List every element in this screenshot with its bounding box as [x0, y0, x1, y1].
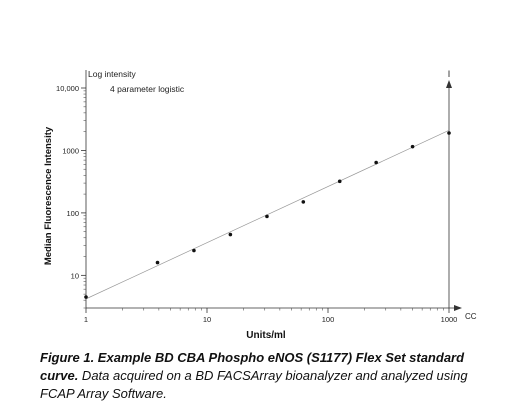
data-point — [155, 260, 160, 265]
data-point — [228, 232, 233, 237]
caption-text: Data acquired on a BD FACSArray bioanaly… — [40, 368, 468, 401]
chart-axes — [85, 70, 462, 311]
x-axis-arrow — [454, 305, 462, 311]
data-points — [84, 131, 451, 299]
fit-label: 4 parameter logistic — [110, 84, 185, 94]
caption-title: Figure 1. Example BD CBA Phospho eNOS (S… — [40, 350, 465, 383]
x-tick-label: 100 — [322, 315, 335, 324]
figure-caption: Figure 1. Example BD CBA Phospho eNOS (S… — [40, 349, 480, 403]
data-point — [301, 200, 306, 204]
x-tick-label: 1000 — [441, 315, 458, 324]
y-tick-label: 1000 — [62, 146, 79, 155]
fit-curve-group — [85, 130, 450, 300]
x-end-label: CC — [465, 312, 477, 321]
y-tick-label: 100 — [66, 209, 79, 218]
standard-curve-chart: 10 100 1000 10,000 1 10 100 1000 Log intensity … — [43, 69, 477, 341]
y-tick-label: 10,000 — [56, 84, 79, 93]
x-tick-label: 1 — [84, 315, 88, 324]
data-point — [447, 131, 451, 135]
data-point — [374, 160, 378, 165]
data-point — [265, 214, 269, 219]
y-axis-title: Log intensity — [88, 69, 136, 79]
y-end-label: I — [448, 69, 451, 79]
right-axis-arrow — [446, 80, 452, 88]
x-tick-label: 10 — [203, 315, 211, 324]
data-point — [410, 144, 415, 149]
y-axis-label: Median Fluorescence Intensity — [43, 126, 54, 265]
data-point — [84, 295, 88, 299]
chart-ticks: 10 100 1000 10,000 1 10 100 1000 — [56, 84, 457, 324]
chart-labels: Log intensity 4 parameter logistic I CC … — [43, 69, 477, 341]
y-tick-label: 10 — [71, 271, 79, 280]
data-point — [192, 248, 196, 253]
data-point — [337, 179, 342, 184]
fit-curve — [85, 130, 450, 300]
x-axis-label: Units/ml — [246, 330, 286, 341]
